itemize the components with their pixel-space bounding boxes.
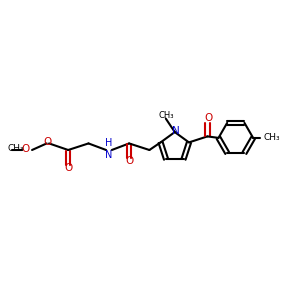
- Text: O: O: [44, 137, 52, 147]
- Text: CH₃: CH₃: [8, 144, 25, 153]
- Text: O: O: [64, 163, 72, 172]
- Text: O: O: [205, 113, 213, 123]
- Text: O: O: [21, 144, 29, 154]
- Text: N: N: [172, 126, 179, 136]
- Text: CH₃: CH₃: [158, 111, 174, 120]
- Text: H
N: H N: [105, 138, 112, 160]
- Text: O: O: [125, 156, 133, 166]
- Text: CH₃: CH₃: [264, 134, 280, 142]
